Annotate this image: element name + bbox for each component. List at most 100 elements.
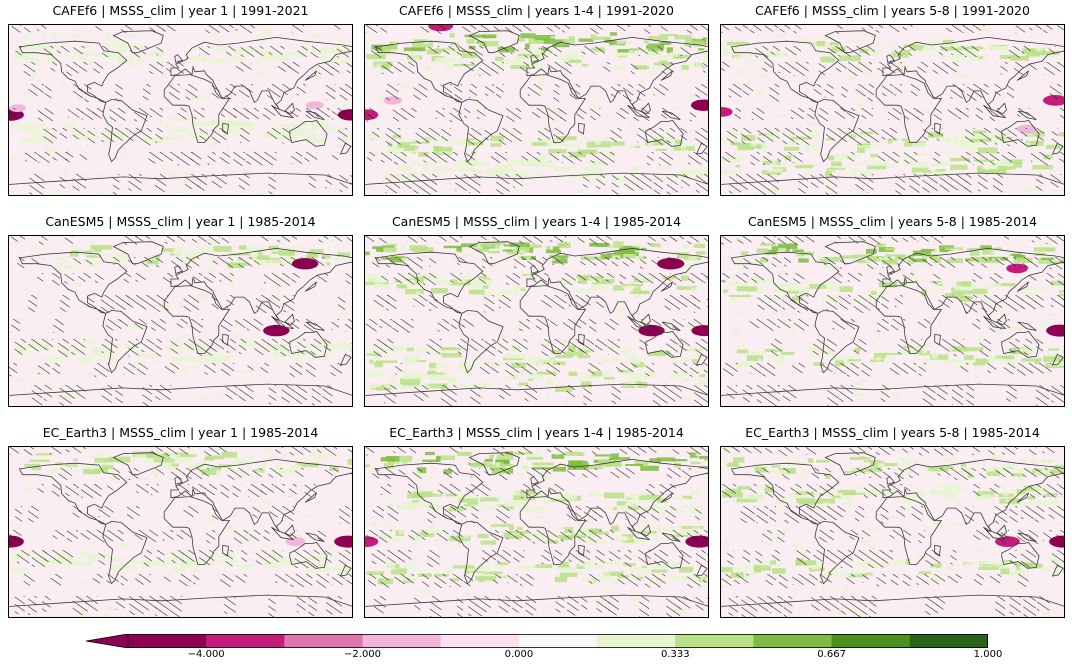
coastlines bbox=[720, 241, 1065, 407]
skill-cell-positive bbox=[760, 476, 768, 482]
skill-cell-positive bbox=[680, 150, 688, 154]
skill-cell-positive bbox=[758, 358, 762, 362]
skill-cell-positive bbox=[1061, 134, 1065, 139]
skill-cell-positive bbox=[946, 566, 954, 571]
skill-cell-positive bbox=[318, 454, 333, 459]
skill-cell-positive bbox=[641, 55, 650, 58]
skill-cell-positive bbox=[197, 245, 216, 250]
skill-cell-positive bbox=[457, 279, 466, 283]
skill-cell-positive bbox=[564, 451, 581, 456]
skill-cell-positive bbox=[1058, 132, 1065, 137]
skill-cell-positive bbox=[791, 311, 797, 315]
skill-cell-positive bbox=[455, 543, 464, 547]
skill-cell-positive bbox=[805, 279, 810, 283]
skill-cell-positive bbox=[535, 281, 550, 284]
skill-cell-positive bbox=[530, 180, 536, 184]
skill-cell-positive bbox=[909, 269, 916, 275]
skill-cell-positive bbox=[399, 137, 405, 142]
skill-cell-positive bbox=[928, 132, 944, 138]
skill-cell-positive bbox=[1050, 190, 1058, 194]
skill-cell-positive bbox=[691, 526, 701, 530]
skill-cell-positive bbox=[214, 396, 219, 402]
skill-cell-positive bbox=[605, 268, 612, 271]
skill-cell-positive bbox=[781, 456, 790, 460]
significance-hatching bbox=[9, 446, 353, 618]
skill-cell-positive bbox=[668, 30, 672, 33]
skill-cell-positive bbox=[496, 454, 514, 460]
skill-cell-positive bbox=[843, 361, 860, 364]
skill-cell-positive bbox=[987, 354, 1001, 361]
skill-cell-positive bbox=[825, 171, 832, 177]
skill-cell-positive bbox=[727, 462, 739, 466]
skill-cell-positive bbox=[729, 294, 751, 298]
skill-cell-positive bbox=[147, 52, 157, 56]
skill-cell-positive bbox=[295, 353, 303, 358]
skill-cell-positive bbox=[745, 82, 753, 86]
skill-cell-positive bbox=[628, 49, 637, 53]
skill-cell-positive bbox=[924, 470, 933, 474]
skill-cell-positive bbox=[680, 145, 687, 149]
skill-cell-positive bbox=[454, 494, 476, 499]
skill-cell-positive bbox=[65, 147, 70, 153]
skill-cell-positive bbox=[728, 281, 749, 288]
skill-cell-positive bbox=[436, 280, 453, 285]
skill-cell-positive bbox=[628, 169, 637, 174]
skill-cell-positive bbox=[616, 535, 628, 542]
skill-cell-positive bbox=[483, 569, 492, 573]
skill-cell-positive bbox=[985, 135, 997, 140]
skill-cell-positive bbox=[1045, 144, 1064, 150]
skill-cell-positive bbox=[720, 169, 733, 174]
skill-cell-positive bbox=[70, 264, 79, 267]
skill-cell-positive bbox=[468, 543, 473, 547]
skill-cell-positive bbox=[480, 540, 497, 545]
skill-cell-positive bbox=[682, 495, 693, 500]
skill-cell-positive bbox=[464, 34, 485, 38]
skill-cell-positive bbox=[201, 527, 209, 531]
skill-cell-positive bbox=[614, 52, 636, 57]
skill-cell-positive bbox=[866, 267, 876, 271]
skill-cell-positive bbox=[615, 562, 622, 566]
skill-cell-positive bbox=[818, 50, 825, 55]
skill-cell-positive bbox=[974, 374, 979, 378]
skill-cell-positive bbox=[1007, 310, 1012, 315]
skill-cell-positive bbox=[630, 358, 647, 362]
skill-cell-positive bbox=[815, 503, 824, 508]
skill-cell-positive bbox=[873, 353, 886, 359]
skill-cell-positive bbox=[534, 173, 544, 178]
skill-cell-positive bbox=[766, 470, 787, 474]
skill-cell-positive bbox=[227, 282, 234, 286]
skill-cell-positive bbox=[364, 281, 381, 286]
skill-cell-positive bbox=[16, 378, 21, 383]
skill-cell-positive bbox=[458, 167, 472, 172]
skill-cell-positive bbox=[650, 569, 668, 573]
skill-cell-positive bbox=[519, 301, 523, 307]
skill-cell-positive bbox=[394, 345, 400, 349]
colorbar-segment bbox=[206, 634, 285, 648]
skill-cell-positive bbox=[387, 49, 403, 54]
skill-cell-positive bbox=[495, 524, 511, 527]
skill-cell-positive bbox=[348, 347, 353, 352]
skill-cell-positive bbox=[257, 464, 267, 469]
skill-cell-positive bbox=[578, 178, 582, 181]
skill-cell-positive bbox=[147, 453, 166, 459]
skill-cell-positive bbox=[415, 514, 419, 517]
skill-cell-positive bbox=[336, 569, 353, 573]
skill-cell-positive bbox=[1021, 81, 1025, 87]
skill-cell-positive bbox=[171, 246, 185, 249]
skill-cell-positive bbox=[51, 191, 61, 196]
skill-cell-positive bbox=[865, 572, 873, 576]
skill-cell-positive bbox=[734, 328, 740, 333]
skill-cell-positive bbox=[401, 383, 420, 386]
skill-cell-positive bbox=[657, 55, 667, 61]
skill-cell-positive bbox=[18, 273, 28, 276]
skill-cell-positive bbox=[614, 305, 620, 309]
skill-cell-positive bbox=[376, 387, 390, 391]
skill-cell-positive bbox=[164, 585, 174, 588]
skill-cell-positive bbox=[942, 161, 951, 166]
skill-cell-positive bbox=[1024, 142, 1030, 147]
colorbar-segment bbox=[675, 634, 754, 648]
skill-cell-positive bbox=[231, 130, 239, 135]
skill-cell-positive bbox=[761, 499, 765, 503]
skill-cell-positive bbox=[885, 247, 896, 251]
skill-cell-positive bbox=[860, 466, 864, 469]
